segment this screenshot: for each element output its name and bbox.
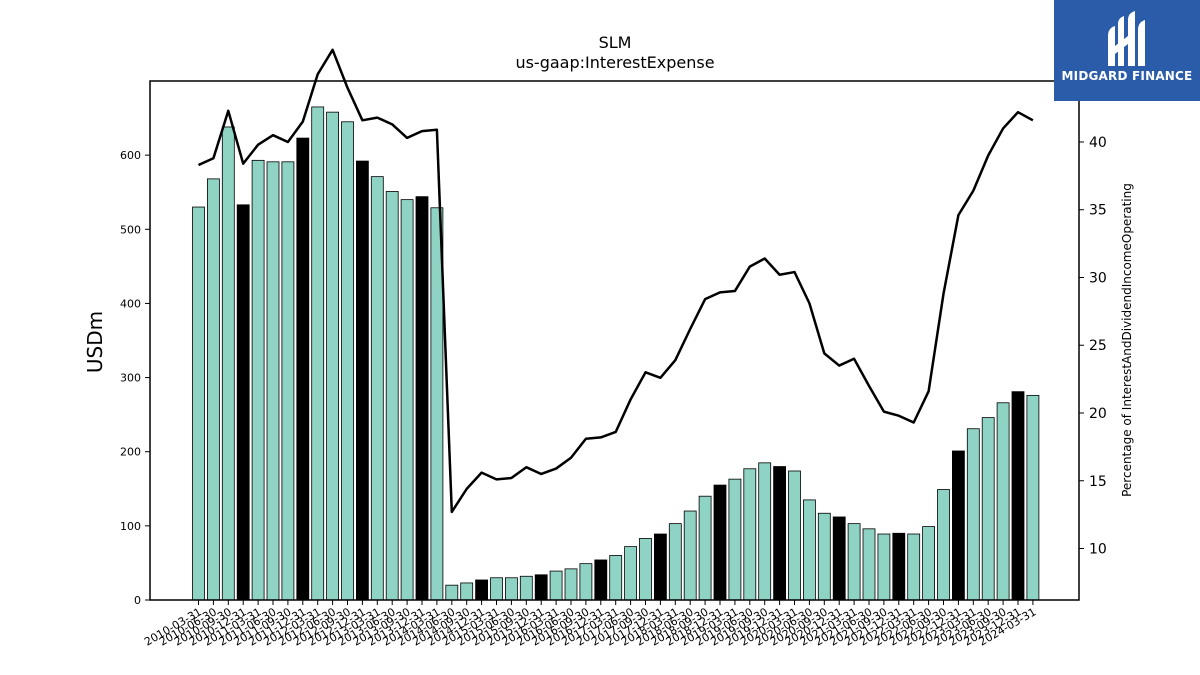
bar-2014-06-30	[445, 584, 459, 601]
bar-2013-12-31	[415, 196, 429, 601]
bar-2017-03-31	[609, 555, 623, 601]
bar-2011-03-31	[251, 159, 265, 601]
bar-2014-09-30	[460, 582, 474, 601]
bar-2011-09-30	[281, 161, 295, 601]
y-tick-label: 300	[120, 372, 141, 385]
bar-2017-09-30	[639, 538, 652, 601]
bar-2015-12-31	[534, 574, 548, 601]
bar-2016-12-31	[594, 559, 608, 601]
bars-layer	[192, 106, 1040, 601]
bar-2010-09-30	[221, 126, 235, 601]
bar-2015-09-30	[519, 575, 533, 601]
chart-title: SLM	[599, 33, 632, 52]
bar-2010-03-31	[192, 206, 205, 601]
y-tick-label: 100	[120, 520, 141, 533]
y-tick-label: 200	[120, 446, 141, 459]
y-tick-label: 400	[120, 297, 141, 310]
bar-2019-12-31	[773, 466, 786, 601]
midgard-logo-icon	[1108, 11, 1145, 66]
bar-2019-09-30	[758, 462, 772, 601]
bar-2021-12-31	[892, 532, 906, 601]
bar-2018-09-30	[698, 495, 712, 601]
bar-2017-12-31	[654, 533, 667, 601]
bar-2012-09-30	[341, 121, 354, 601]
bar-2010-12-31	[236, 204, 250, 601]
bar-2017-06-30	[624, 546, 637, 601]
bar-2022-06-30	[922, 526, 935, 601]
bar-2018-12-31	[713, 484, 727, 601]
bar-2015-03-31	[490, 577, 503, 601]
logo-text: MIDGARD FINANCE	[1061, 69, 1193, 83]
chart-subtitle: us-gaap:InterestExpense	[515, 53, 714, 72]
bar-2016-09-30	[579, 563, 593, 601]
bar-2023-03-31	[966, 428, 980, 601]
bar-2022-12-31	[952, 450, 965, 601]
bar-2023-06-30	[981, 417, 995, 601]
y-axis-label: USDm	[83, 311, 107, 373]
x-axis: 2010-03-312010-06-302010-09-302010-12-31…	[142, 600, 1038, 649]
bar-2022-09-30	[937, 489, 950, 601]
bar-2018-03-31	[668, 523, 682, 601]
bar-2019-03-31	[728, 478, 742, 601]
bar-2013-09-30	[400, 199, 414, 601]
bar-2024-03-31	[1026, 394, 1040, 601]
y-tick-label: 0	[134, 594, 141, 607]
bar-2021-09-30	[877, 533, 891, 601]
bar-2013-06-30	[385, 191, 399, 601]
y-axis-left: 0 100 200 300 400 500 600	[120, 149, 150, 607]
line-series	[197, 48, 1034, 514]
y2-axis-label: Percentage of InterestAndDividendIncomeO…	[1120, 183, 1134, 497]
line-layer	[197, 48, 1034, 514]
bar-2023-12-31	[1011, 391, 1025, 601]
y2-tick-label: 10	[1089, 542, 1107, 558]
bar-2019-06-30	[743, 468, 757, 601]
bar-2013-03-31	[370, 176, 384, 601]
y2-tick-label: 25	[1089, 338, 1107, 354]
bar-2012-12-31	[355, 160, 369, 601]
y2-tick-label: 40	[1089, 135, 1107, 151]
bar-2015-06-30	[504, 577, 518, 601]
y-tick-label: 600	[120, 149, 141, 162]
bar-2014-12-31	[475, 579, 489, 601]
bar-2023-09-30	[996, 402, 1010, 601]
bar-2012-03-31	[311, 106, 325, 601]
bar-2018-06-30	[683, 510, 697, 601]
y-axis-right: 1015202530354045	[1079, 67, 1107, 558]
y2-tick-label: 20	[1089, 406, 1107, 422]
bar-2012-06-30	[326, 111, 340, 601]
bar-2011-12-31	[296, 137, 310, 601]
bar-2016-06-30	[564, 568, 578, 601]
bar-2020-03-31	[788, 470, 801, 601]
bar-2020-09-30	[817, 512, 831, 601]
bar-2021-06-30	[862, 528, 876, 601]
y-tick-label: 500	[120, 223, 141, 236]
bar-2022-03-31	[907, 533, 921, 601]
bar-2010-06-30	[206, 178, 220, 601]
bar-2020-12-31	[832, 516, 846, 601]
bar-2011-06-30	[266, 161, 280, 601]
y2-tick-label: 15	[1089, 474, 1107, 490]
bar-2021-03-31	[847, 523, 861, 601]
brand-logo: MIDGARD FINANCE	[1054, 0, 1200, 101]
y2-tick-label: 30	[1089, 270, 1107, 286]
plot-frame	[149, 80, 1080, 601]
y2-tick-label: 35	[1089, 203, 1107, 219]
bar-2016-03-31	[549, 570, 563, 601]
bar-2020-06-30	[803, 499, 816, 601]
